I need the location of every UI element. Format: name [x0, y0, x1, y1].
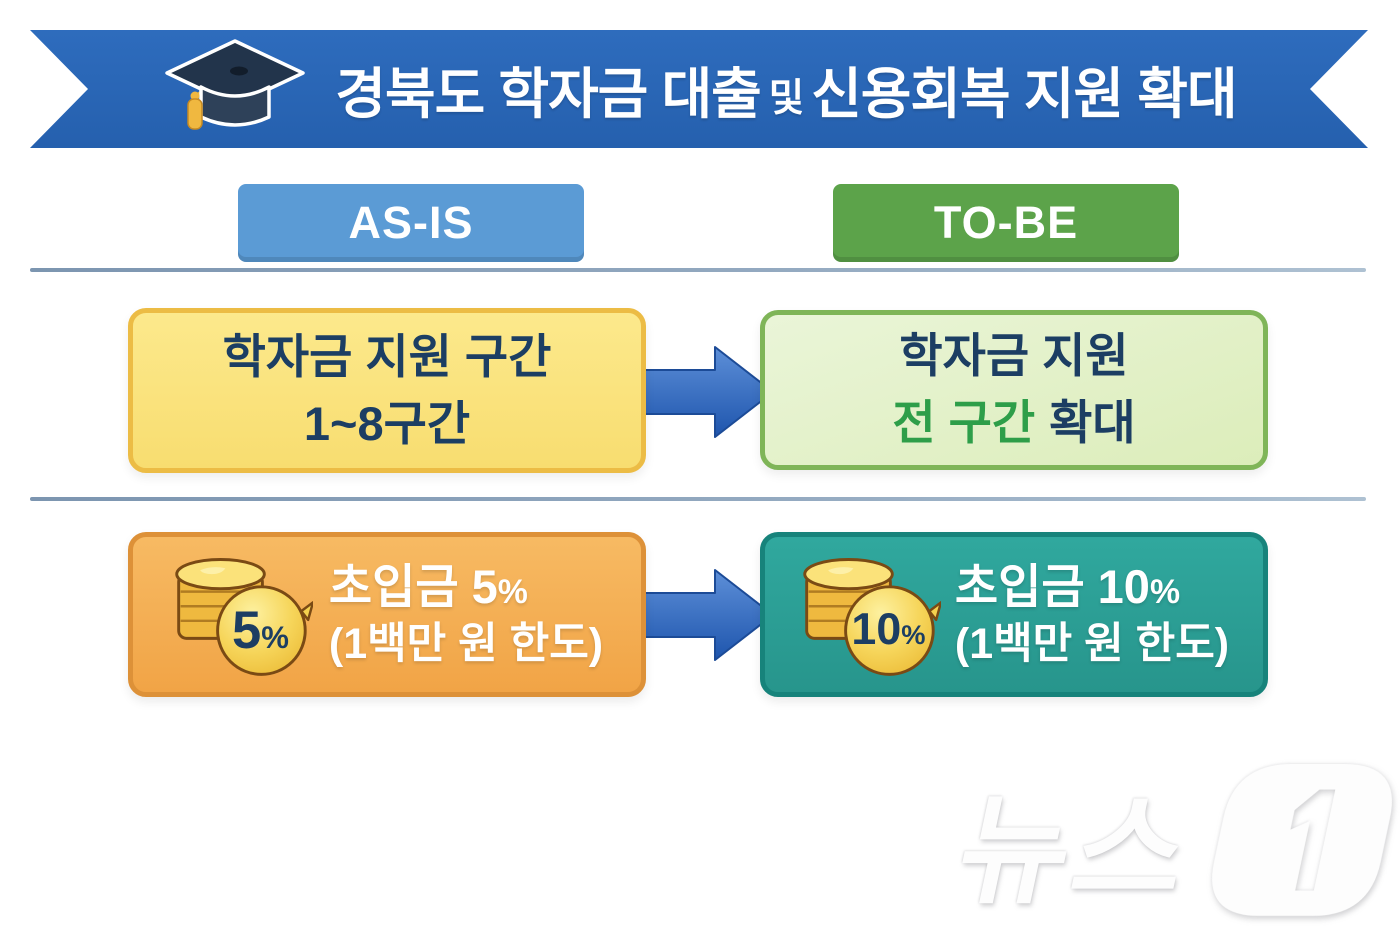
row1-to-be-highlight: 전 구간 [892, 396, 1036, 449]
row2-as-is-text: 초입금 5% (1백만 원 한도) [329, 556, 603, 673]
title-conjunction: 및 [768, 77, 804, 120]
row2-to-be-text: 초입금 10% (1백만 원 한도) [955, 556, 1229, 673]
row1-as-is-line1: 학자금 지원 구간 [222, 329, 552, 383]
to-be-header: TO-BE [833, 184, 1179, 262]
news1-logo-digit-icon [1212, 764, 1392, 916]
arrow-right-icon [638, 346, 774, 438]
as-is-header: AS-IS [238, 184, 584, 262]
coin-stack-icon: 5% [175, 557, 313, 676]
graduation-cap-icon [161, 37, 309, 141]
row1-to-be-rest: 확대 [1049, 396, 1136, 449]
row1-to-be-line2: 전 구간 확대 [892, 390, 1135, 457]
row2-to-be-line1: 초입금 10% [954, 560, 1181, 613]
coin-badge-label: 10% [851, 604, 925, 654]
page-title: 경북도 학자금 대출 및 신용회복 지원 확대 [335, 49, 1236, 129]
row2-to-be-line2: (1백만 원 한도) [954, 620, 1230, 669]
row2-to-be-box: 10% 초입금 10% (1백만 원 한도) [760, 532, 1268, 697]
row1-as-is-line2: 1~8구간 [303, 396, 471, 450]
row1-to-be-line1: 학자금 지원 [899, 329, 1129, 383]
coin-stack-icon: 10% [803, 557, 941, 676]
row2-as-is-line2: (1백만 원 한도) [328, 620, 604, 669]
watermark-text: 뉴스 [946, 784, 1204, 918]
coin-badge-label: 5% [232, 601, 289, 660]
title-banner: 경북도 학자금 대출 및 신용회복 지원 확대 [30, 30, 1368, 148]
divider-middle [30, 497, 1366, 501]
divider-top [30, 268, 1366, 272]
news1-watermark: 뉴스 [945, 753, 1400, 927]
row1-to-be-box: 학자금 지원 전 구간 확대 [760, 310, 1268, 470]
row2-as-is-line1: 초입금 5% [328, 560, 528, 613]
row1-as-is-box: 학자금 지원 구간 1~8구간 [128, 308, 646, 473]
title-part1: 경북도 학자금 대출 [335, 63, 761, 125]
to-be-label: TO-BE [933, 197, 1079, 248]
arrow-right-icon [638, 569, 774, 661]
title-part2: 신용회복 지원 확대 [811, 63, 1237, 125]
row2-as-is-box: 5% 초입금 5% (1백만 원 한도) [128, 532, 646, 697]
as-is-label: AS-IS [348, 197, 474, 248]
